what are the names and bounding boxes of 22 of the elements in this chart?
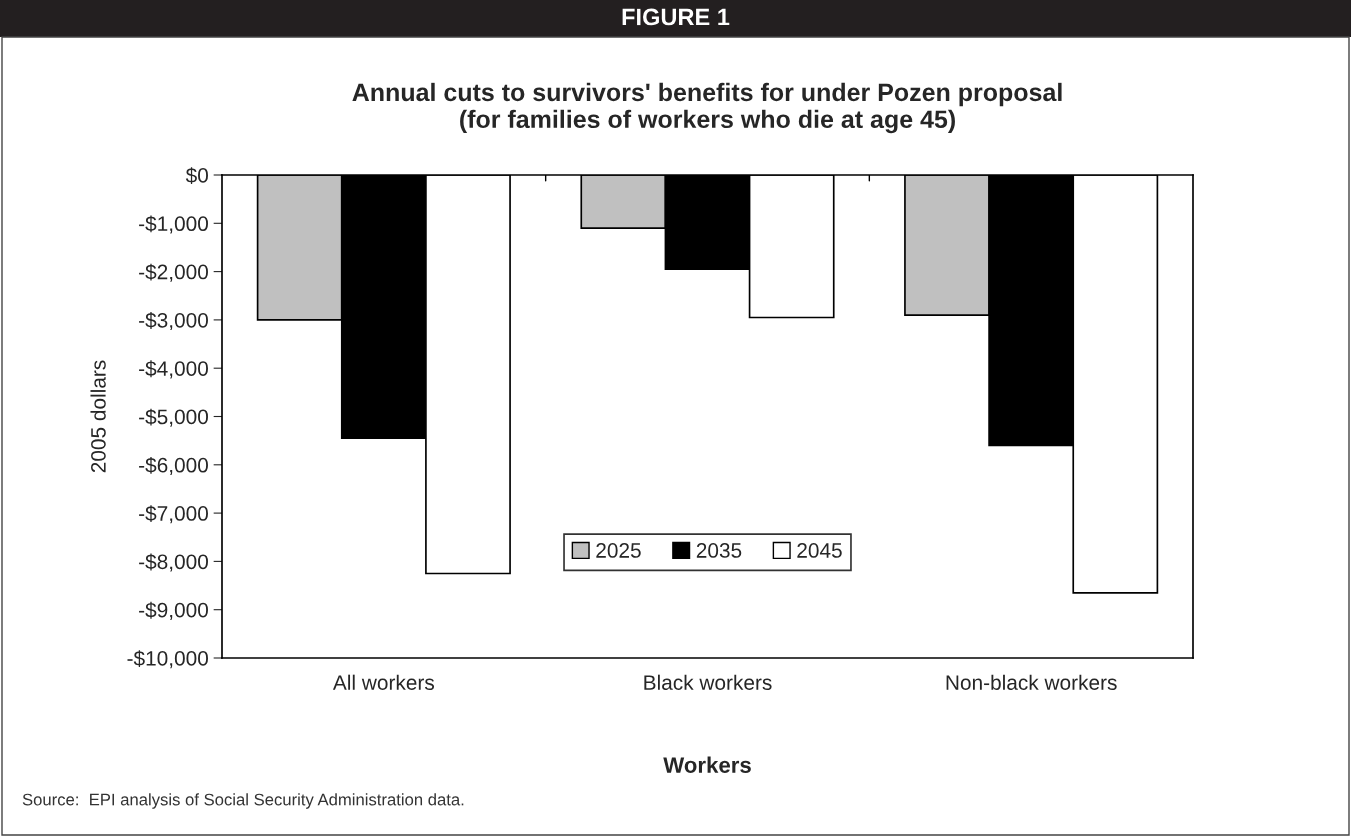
legend-label: 2025 bbox=[596, 543, 641, 558]
caption: FIGURE 1 bbox=[622, 8, 730, 26]
source-note: Source: EPI analysis of Social Security Administration data. bbox=[22, 793, 464, 809]
y-tick-label: -$6,000 bbox=[139, 456, 208, 476]
x-tick-label: All workers bbox=[332, 674, 435, 690]
x-tick-label: Non-black workers bbox=[946, 674, 1117, 690]
legend-label: 2045 bbox=[797, 543, 842, 558]
y-tick-label: -$8,000 bbox=[139, 553, 208, 572]
y-tick-label: -$9,000 bbox=[139, 601, 208, 620]
y-tick-label: -$3,000 bbox=[139, 312, 208, 331]
y-tick-label: $0 bbox=[185, 167, 208, 184]
y-tick-label: -$7,000 bbox=[139, 505, 208, 524]
y-tick-label: -$5,000 bbox=[139, 408, 208, 427]
legend-label: 2035 bbox=[696, 543, 742, 558]
y-tick-label: -$10,000 bbox=[127, 650, 208, 669]
x-tick-label: Black workers bbox=[644, 674, 772, 690]
chart-title: Annual cuts to survivors' benefits for under Pozen proposal (for families of workers who die at age 45) bbox=[352, 82, 1062, 134]
y-tick-label: -$4,000 bbox=[139, 360, 208, 379]
y-tick-label: -$2,000 bbox=[139, 263, 208, 282]
x-axis-title: Workers bbox=[663, 756, 751, 773]
y-tick-label: -$1,000 bbox=[139, 215, 208, 234]
y-axis-title: 2005 dollars bbox=[90, 360, 106, 473]
